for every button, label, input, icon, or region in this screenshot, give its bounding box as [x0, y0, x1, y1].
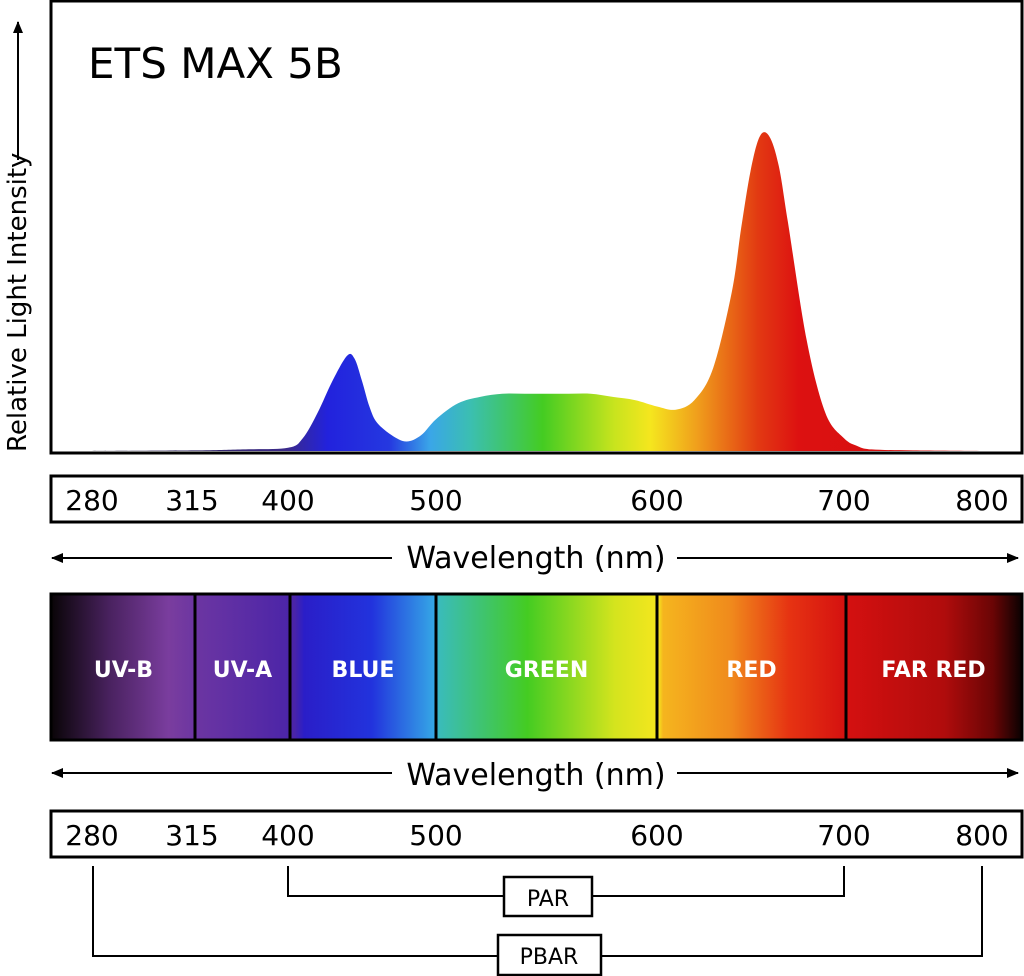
color-band: [49, 592, 1024, 742]
tick-labels-top: 280 315 400 500 600 700 800: [65, 484, 1008, 517]
tick-top-400: 400: [261, 484, 314, 517]
tick-bottom-800: 800: [955, 819, 1008, 852]
tick-bottom-600: 600: [630, 819, 683, 852]
band-label-blue: BLUE: [332, 658, 395, 683]
wavelength-label-top: Wavelength (nm): [406, 541, 665, 576]
tick-bottom-700: 700: [817, 819, 870, 852]
tick-bottom-280: 280: [65, 819, 118, 852]
tick-top-500: 500: [409, 484, 462, 517]
tick-top-280: 280: [65, 484, 118, 517]
tick-top-600: 600: [630, 484, 683, 517]
tick-bottom-400: 400: [261, 819, 314, 852]
tick-top-700: 700: [817, 484, 870, 517]
pbar-bracket: PBAR: [92, 866, 983, 976]
par-label: PAR: [527, 887, 569, 912]
wavelength-arrow-bottom: Wavelength (nm): [51, 758, 1019, 793]
spectrum-curve: [92, 132, 982, 452]
tick-labels-bottom: 280 315 400 500 600 700 800: [65, 819, 1008, 852]
band-label-red: RED: [726, 658, 776, 683]
band-labels: UV-B UV-A BLUE GREEN RED FAR RED: [94, 658, 986, 683]
band-label-green: GREEN: [505, 658, 588, 683]
tick-box-bottom: [49, 809, 1024, 859]
pbar-label: PBAR: [520, 945, 579, 970]
chart-title: ETS MAX 5B: [88, 39, 343, 88]
wavelength-label-bottom: Wavelength (nm): [406, 758, 665, 793]
tick-top-800: 800: [955, 484, 1008, 517]
y-axis-label: Relative Light Intensity: [3, 153, 33, 452]
band-label-uv-a: UV-A: [213, 658, 272, 683]
band-dividers: [193, 595, 848, 739]
tick-bottom-315: 315: [165, 819, 218, 852]
band-label-uv-b: UV-B: [94, 658, 153, 683]
plot-frame: [49, 0, 1024, 455]
tick-box-top: [49, 474, 1024, 524]
par-bracket: PAR: [287, 866, 845, 918]
wavelength-arrow-top: Wavelength (nm): [51, 541, 1019, 576]
band-label-far-red: FAR RED: [881, 658, 985, 683]
tick-bottom-500: 500: [409, 819, 462, 852]
tick-top-315: 315: [165, 484, 218, 517]
